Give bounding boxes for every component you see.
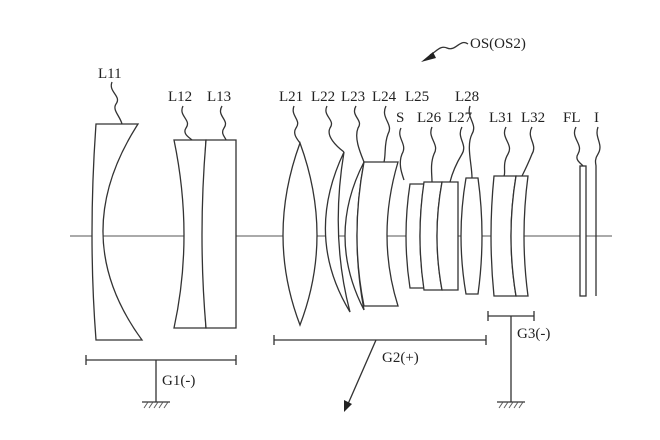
lens-L28 — [460, 177, 483, 295]
label-G3: G3(-) — [517, 326, 550, 342]
leader-L24 — [383, 105, 391, 163]
leader-L11 — [110, 81, 123, 125]
leader-L31 — [503, 126, 511, 177]
label-L13: L13 — [207, 89, 231, 105]
label-L27: L27 — [448, 110, 473, 126]
label-L12: L12 — [168, 89, 192, 105]
title-arrow-squiggle — [429, 41, 469, 56]
label-L31: L31 — [489, 110, 513, 126]
leader-L27 — [449, 126, 465, 183]
title-arrow-head — [421, 52, 436, 62]
system-title: OS(OS2) — [470, 36, 526, 52]
leader-L32 — [521, 126, 535, 177]
leader-I — [594, 126, 601, 167]
leader-stop-S — [399, 127, 405, 181]
filter-FL — [579, 165, 587, 297]
leader-L22 — [325, 105, 345, 153]
lens-L21 — [282, 141, 318, 327]
label-L28: L28 — [455, 89, 479, 105]
leader-L28 — [468, 105, 475, 179]
leader-L13 — [219, 105, 227, 141]
g2-move-arrow — [347, 339, 377, 405]
lens-L24 — [356, 161, 399, 307]
label-L11: L11 — [98, 66, 122, 82]
leader-L21 — [292, 105, 301, 144]
lens-L32 — [510, 175, 529, 297]
label-L23: L23 — [341, 89, 365, 105]
label-L22: L22 — [311, 89, 335, 105]
g3-ground-symbol — [497, 401, 525, 409]
label-L24: L24 — [372, 89, 397, 105]
lens-L11 — [91, 123, 144, 341]
g2-move-arrow-head — [344, 400, 352, 412]
lens-L13 — [201, 139, 237, 329]
label-L32: L32 — [521, 110, 545, 126]
leader-L26 — [430, 126, 437, 183]
leader-L23 — [353, 105, 365, 163]
leader-FL — [573, 126, 584, 167]
lens-L27 — [436, 181, 459, 291]
g1-ground-symbol — [142, 401, 170, 409]
label-L26: L26 — [417, 110, 442, 126]
label-I: I — [594, 110, 599, 126]
label-G2: G2(+) — [382, 350, 419, 366]
lens-L22 — [324, 151, 351, 313]
label-FL: FL — [563, 110, 581, 126]
label-G1: G1(-) — [162, 373, 195, 389]
label-L21: L21 — [279, 89, 303, 105]
label-stop-S: S — [396, 110, 404, 126]
leader-L12 — [181, 105, 193, 141]
lens-L12 — [173, 139, 207, 329]
label-L25: L25 — [405, 89, 429, 105]
